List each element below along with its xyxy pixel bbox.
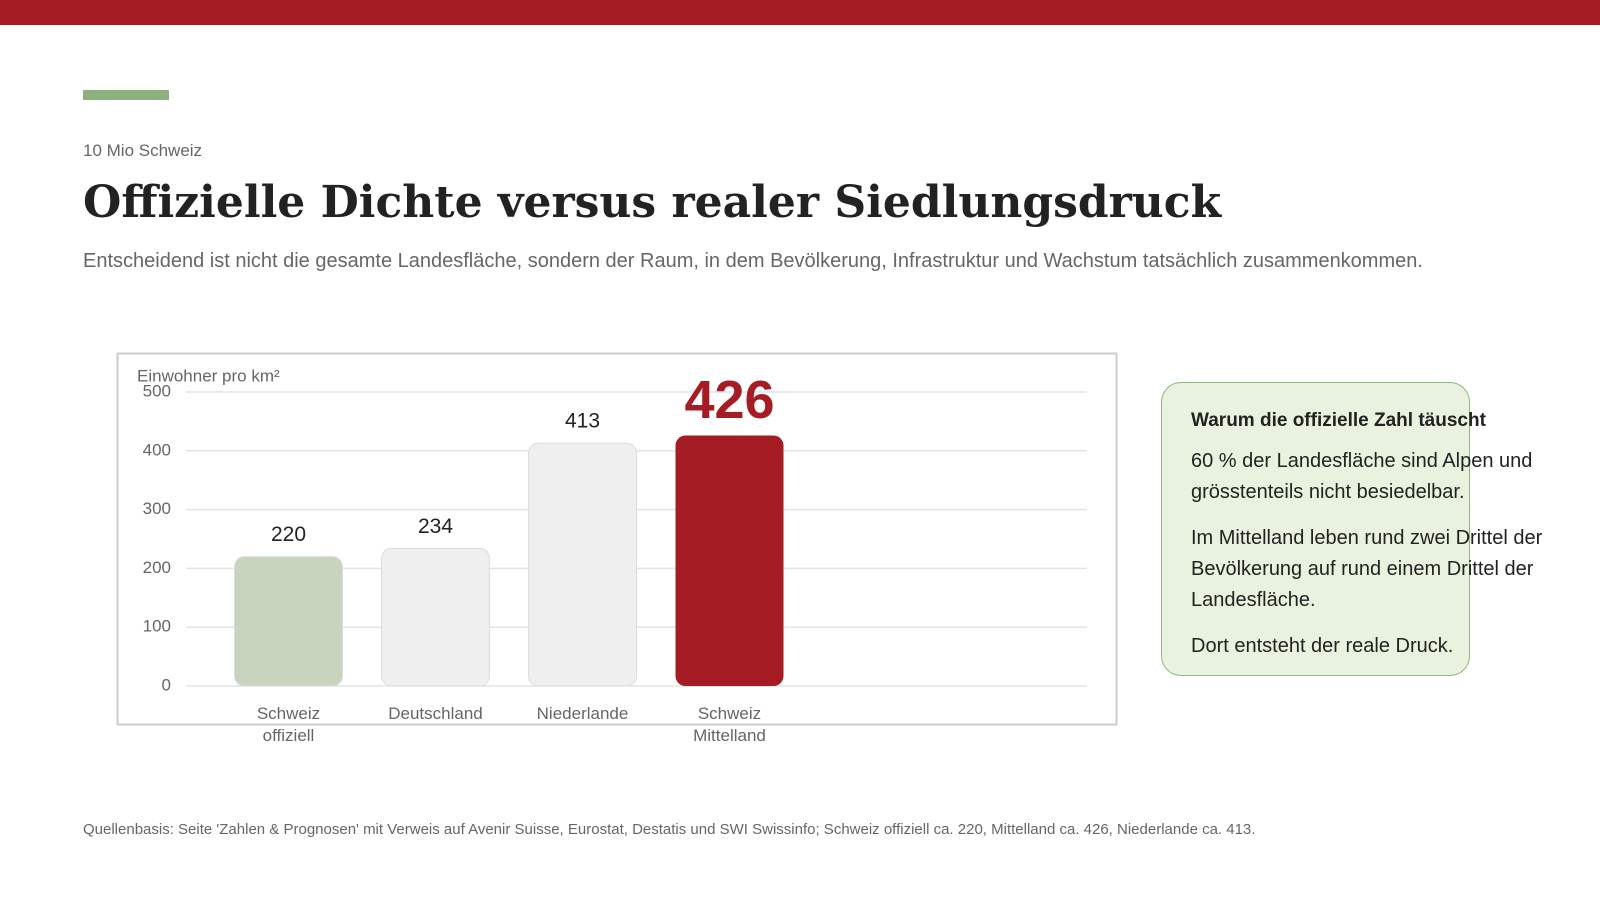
accent-rule xyxy=(83,90,169,100)
title: Offizielle Dichte versus realer Siedlung… xyxy=(83,177,1222,228)
y-axis-label: Einwohner pro km² xyxy=(137,366,280,385)
value-label: 426 xyxy=(684,370,774,430)
top-bar xyxy=(0,0,1600,25)
x-tick-box: Schweiz Mittelland xyxy=(693,704,766,745)
sidebar-paragraph: Dort entsteht der reale Druck. xyxy=(1191,635,1454,657)
x-tick-label: Deutschland xyxy=(388,704,483,723)
sidebar: Warum die offizielle Zahl täuscht 60 % d… xyxy=(1191,410,1561,677)
sidebar-box xyxy=(1161,382,1470,676)
value-label: 413 xyxy=(565,410,600,433)
y-tick-label: 400 xyxy=(143,440,171,459)
x-tick-box: Deutschland xyxy=(388,704,483,723)
bar xyxy=(234,556,343,687)
bar xyxy=(675,435,784,686)
y-tick-label: 300 xyxy=(143,499,171,518)
y-tick-label: 200 xyxy=(143,558,171,577)
kicker: 10 Mio Schweiz xyxy=(83,141,203,160)
x-tick-label: Schweiz Mittelland xyxy=(693,704,766,745)
subtitle: Entscheidend ist nicht die gesamte Lande… xyxy=(83,250,1423,272)
y-tick-label: 100 xyxy=(143,617,171,636)
y-tick-label: 500 xyxy=(143,381,171,400)
sidebar-paragraph: Im Mittelland leben rund zwei Drittel de… xyxy=(1191,527,1543,611)
y-tick-label: 0 xyxy=(162,675,171,694)
value-label: 220 xyxy=(271,523,306,546)
sidebar-paragraph: 60 % der Landesfläche sind Alpen und grö… xyxy=(1191,450,1533,503)
x-tick-box: Niederlande xyxy=(536,704,629,723)
x-tick-label: Niederlande xyxy=(536,704,629,723)
x-tick-label: Schweiz offiziell xyxy=(256,704,321,745)
sidebar-title: Warum die offizielle Zahl täuscht xyxy=(1191,410,1486,431)
bar xyxy=(381,547,490,687)
value-label: 234 xyxy=(418,515,453,538)
x-tick-box: Schweiz offiziell xyxy=(256,704,321,745)
source: Quellenbasis: Seite 'Zahlen & Prognosen'… xyxy=(83,821,1256,838)
bar xyxy=(528,442,637,687)
chart: Einwohner pro km² 0 100 200 300 400 500 220 Sch… xyxy=(116,352,1118,745)
